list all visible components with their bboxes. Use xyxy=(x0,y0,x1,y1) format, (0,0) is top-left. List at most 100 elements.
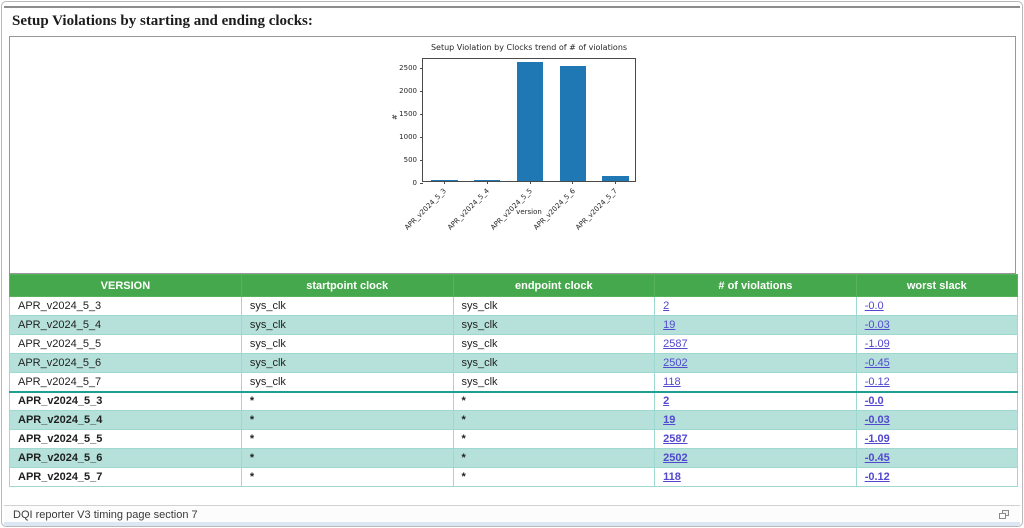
y-tick-mark xyxy=(420,182,423,184)
table-body: APR_v2024_5_3 sys_clk sys_clk 2 -0.0 APR_v202… xyxy=(9,296,1019,487)
x-tick-label: APR_v2024_5_3 xyxy=(403,187,449,232)
table-row: APR_v2024_5_3 * * 2 -0.0 xyxy=(9,390,1019,411)
violations-link[interactable]: 118 xyxy=(663,375,681,388)
x-tick-mark xyxy=(572,181,574,184)
startpoint-clock-cell: sys_clk xyxy=(240,296,454,316)
violations-cell: 2 xyxy=(654,390,857,411)
violations-link[interactable]: 118 xyxy=(663,471,681,483)
table-row: APR_v2024_5_6 * * 2502 -0.45 xyxy=(9,448,1019,468)
violations-cell: 2587 xyxy=(654,429,857,449)
worst-slack-link[interactable]: -0.03 xyxy=(864,319,890,331)
worst-slack-cell: -0.0 xyxy=(855,296,1019,316)
endpoint-clock-cell: sys_clk xyxy=(452,296,656,316)
y-tick-label: 2500 xyxy=(399,63,417,72)
endpoint-clock-cell: sys_clk xyxy=(452,372,656,392)
worst-slack-link[interactable]: -0.45 xyxy=(864,452,890,464)
x-tick-mark xyxy=(529,181,531,184)
violations-cell: 2587 xyxy=(654,334,857,354)
y-tick-label: 1500 xyxy=(399,109,417,118)
worst-slack-link[interactable]: -0.12 xyxy=(864,471,890,483)
worst-slack-cell: -1.09 xyxy=(855,334,1019,354)
violations-link[interactable]: 19 xyxy=(663,319,676,331)
endpoint-clock-cell: sys_clk xyxy=(452,353,656,373)
table-row: APR_v2024_5_6 sys_clk sys_clk 2502 -0.45 xyxy=(9,353,1019,373)
startpoint-clock-cell: * xyxy=(240,390,454,411)
column-header-worst-slack: worst slack xyxy=(855,274,1019,297)
version-cell: APR_v2024_5_7 xyxy=(9,372,242,392)
version-cell: APR_v2024_5_5 xyxy=(9,334,242,354)
version-cell: APR_v2024_5_4 xyxy=(9,410,242,430)
page-title: Setup Violations by starting and ending … xyxy=(12,13,313,29)
worst-slack-link[interactable]: -0.0 xyxy=(864,395,884,408)
worst-slack-cell: -0.45 xyxy=(855,448,1019,468)
violations-cell: 19 xyxy=(654,410,857,430)
table-row: APR_v2024_5_4 sys_clk sys_clk 19 -0.03 xyxy=(9,315,1019,335)
version-cell: APR_v2024_5_6 xyxy=(9,353,242,373)
worst-slack-cell: -0.12 xyxy=(855,372,1019,392)
worst-slack-link[interactable]: -0.12 xyxy=(864,375,890,388)
bar-APR_v2024_5_6 xyxy=(559,66,587,181)
startpoint-clock-cell: * xyxy=(240,448,454,468)
startpoint-clock-cell: sys_clk xyxy=(240,372,454,392)
y-tick-mark xyxy=(420,113,423,115)
bar-APR_v2024_5_3 xyxy=(431,180,458,181)
violations-cell: 118 xyxy=(654,467,857,487)
worst-slack-cell: -0.45 xyxy=(855,353,1019,373)
worst-slack-link[interactable]: -0.03 xyxy=(864,414,890,426)
popup-window-icon-front xyxy=(999,513,1006,519)
x-tick-mark xyxy=(443,181,445,184)
violations-link[interactable]: 2 xyxy=(663,395,670,408)
table-row: APR_v2024_5_7 sys_clk sys_clk 118 -0.12 xyxy=(9,372,1019,392)
y-tick-mark xyxy=(420,136,423,138)
y-tick-label: 2000 xyxy=(399,86,417,95)
version-cell: APR_v2024_5_4 xyxy=(9,315,242,335)
y-tick-mark xyxy=(420,159,423,161)
x-tick-mark xyxy=(615,181,617,184)
endpoint-clock-cell: * xyxy=(452,390,656,411)
chart-title: Setup Violation by Clocks trend of # of … xyxy=(430,43,628,52)
violations-cell: 2502 xyxy=(654,353,857,373)
version-cell: APR_v2024_5_6 xyxy=(9,448,242,468)
worst-slack-cell: -1.09 xyxy=(855,429,1019,449)
endpoint-clock-cell: * xyxy=(452,410,656,430)
chart-panel: Setup Violation by Clocks trend of # of … xyxy=(9,36,1016,274)
startpoint-clock-cell: * xyxy=(240,429,454,449)
startpoint-clock-cell: * xyxy=(240,467,454,487)
table-row: APR_v2024_5_5 sys_clk sys_clk 2587 -1.09 xyxy=(9,334,1019,354)
worst-slack-link[interactable]: -1.09 xyxy=(864,433,890,445)
violations-link[interactable]: 2 xyxy=(663,300,670,312)
bar-APR_v2024_5_4 xyxy=(473,180,501,181)
version-cell: APR_v2024_5_3 xyxy=(9,390,242,411)
startpoint-clock-cell: * xyxy=(240,410,454,430)
x-tick-label: APR_v2024_5_4 xyxy=(446,187,491,232)
worst-slack-link[interactable]: -0.45 xyxy=(864,357,890,369)
worst-slack-cell: -0.03 xyxy=(855,410,1019,430)
top-divider xyxy=(4,6,1020,8)
violations-link[interactable]: 2502 xyxy=(663,357,688,369)
column-header-violations: # of violations xyxy=(654,274,857,297)
popup-window-icon[interactable] xyxy=(999,510,1009,519)
worst-slack-cell: -0.0 xyxy=(855,390,1019,411)
startpoint-clock-cell: sys_clk xyxy=(240,315,454,335)
status-bar: DQI reporter V3 timing page section 7 xyxy=(4,505,1020,522)
worst-slack-link[interactable]: -0.0 xyxy=(864,300,884,312)
table-header-row: VERSION startpoint clock endpoint clock # o… xyxy=(9,274,1019,297)
worst-slack-link[interactable]: -1.09 xyxy=(864,338,890,350)
y-tick-mark xyxy=(420,67,423,69)
endpoint-clock-cell: * xyxy=(452,467,656,487)
violations-link[interactable]: 19 xyxy=(663,414,676,426)
violations-link[interactable]: 2587 xyxy=(663,338,688,350)
version-cell: APR_v2024_5_5 xyxy=(9,429,242,449)
table-row: APR_v2024_5_5 * * 2587 -1.09 xyxy=(9,429,1019,449)
column-header-endpoint-clock: endpoint clock xyxy=(452,274,656,297)
table-row: APR_v2024_5_7 * * 118 -0.12 xyxy=(9,467,1019,487)
violations-link[interactable]: 2587 xyxy=(663,433,688,445)
column-header-startpoint-clock: startpoint clock xyxy=(240,274,454,297)
startpoint-clock-cell: sys_clk xyxy=(240,334,454,354)
endpoint-clock-cell: sys_clk xyxy=(452,315,656,335)
violations-cell: 2 xyxy=(654,296,857,316)
bar-APR_v2024_5_7 xyxy=(602,175,629,181)
y-tick-label: 1000 xyxy=(399,132,417,141)
violations-cell: 19 xyxy=(654,315,857,335)
violations-link[interactable]: 2502 xyxy=(663,452,688,464)
